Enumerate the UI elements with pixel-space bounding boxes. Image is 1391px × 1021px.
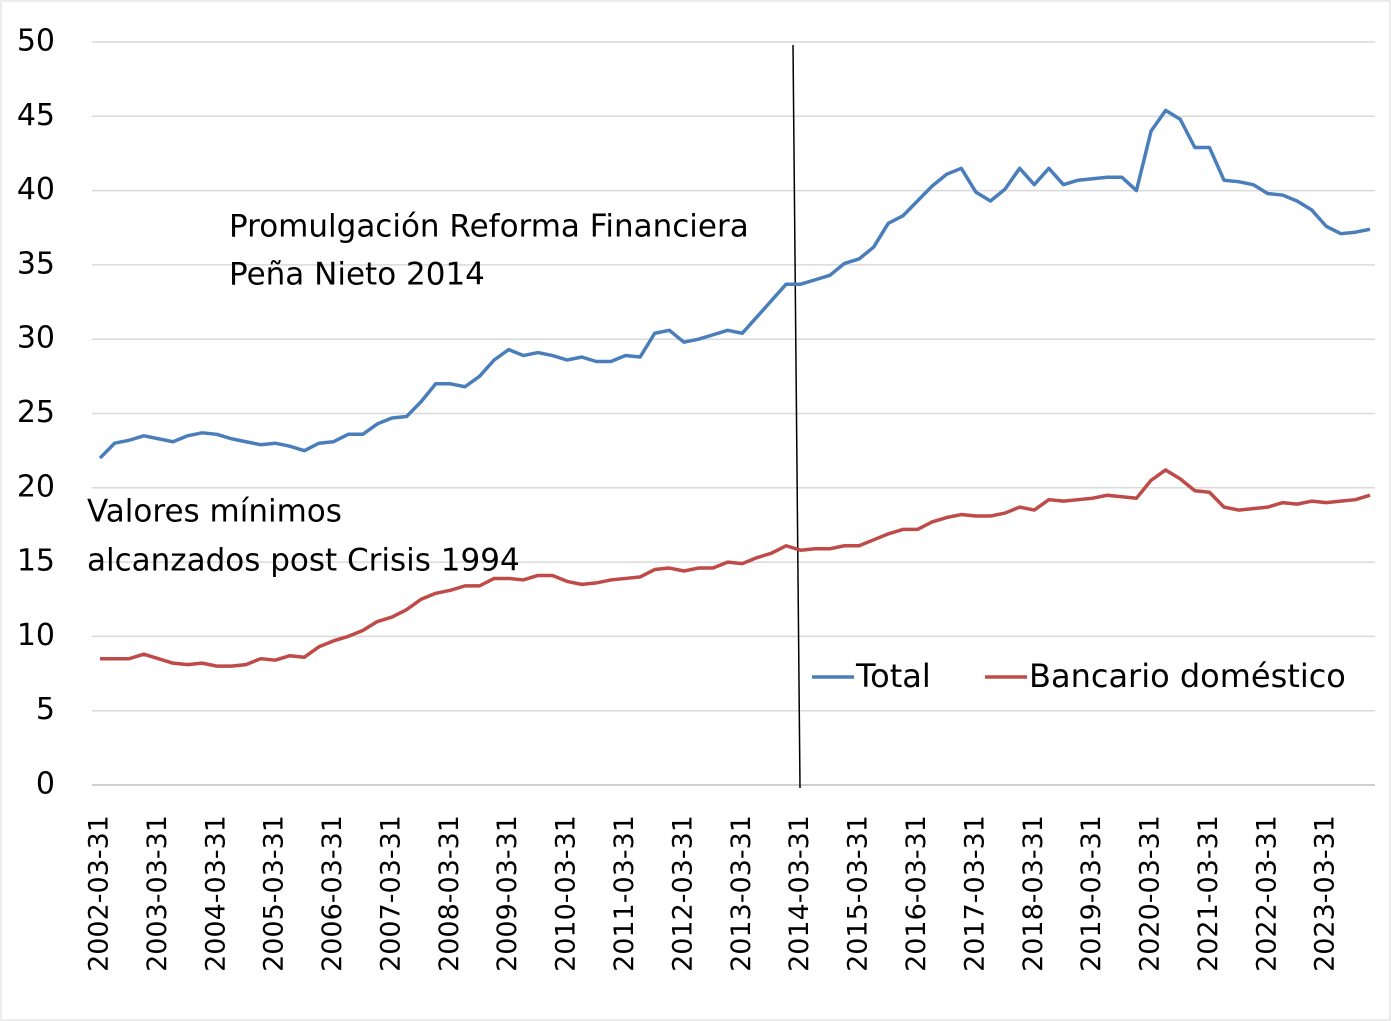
y-tick-label: 15 [17, 544, 55, 579]
y-tick-label: 5 [36, 692, 55, 727]
x-tick-label: 2015-03-31 [843, 815, 874, 972]
x-tick-label: 2006-03-31 [317, 815, 348, 972]
y-tick-label: 30 [17, 321, 55, 356]
x-tick-label: 2014-03-31 [784, 815, 815, 972]
y-tick-label: 35 [17, 246, 55, 281]
x-tick-label: 2019-03-31 [1076, 815, 1107, 972]
y-tick-label: 0 [36, 767, 55, 802]
legend-label: Total [855, 657, 931, 695]
annotation: Peña Nieto 2014 [229, 257, 485, 293]
legend-label: Bancario doméstico [1029, 657, 1346, 695]
line [100, 468, 1371, 668]
grid [92, 41, 1375, 786]
x-tick-label: 2016-03-31 [901, 815, 932, 972]
x-tick-label: 2004-03-31 [200, 815, 231, 972]
y-tick-label: 10 [17, 618, 55, 653]
x-tick-label: 2008-03-31 [434, 815, 465, 972]
x-tick-label: 2018-03-31 [1018, 815, 1049, 972]
x-tick-label: 2011-03-31 [609, 815, 640, 972]
x-tick-label: 2010-03-31 [551, 815, 582, 972]
x-tick-label: 2012-03-31 [667, 815, 698, 972]
x-tick-label: 2005-03-31 [259, 815, 290, 972]
line [98, 108, 1371, 460]
x-tick-label: 2009-03-31 [492, 815, 523, 972]
x-tick-label: 2003-03-31 [142, 815, 173, 972]
event-line [792, 44, 801, 789]
x-tick-label: 2007-03-31 [375, 815, 406, 972]
y-tick-label: 45 [17, 98, 55, 133]
y-tick-label: 20 [17, 469, 55, 504]
x-tick-label: 2002-03-31 [84, 815, 115, 972]
x-tick-label: 2021-03-31 [1193, 815, 1224, 972]
y-tick-label: 25 [17, 395, 55, 430]
y-tick-label: 50 [17, 24, 55, 59]
annotation: alcanzados post Crisis 1994 [87, 543, 520, 579]
x-tick-label: 2022-03-31 [1251, 815, 1282, 972]
x-tick-label: 2023-03-31 [1310, 815, 1341, 972]
y-tick-label: 40 [17, 172, 55, 207]
annotation: Valores mínimos [87, 494, 342, 530]
x-tick-label: 2017-03-31 [959, 815, 990, 972]
annotation: Promulgación Reforma Financiera [229, 209, 749, 245]
x-tick-label: 2013-03-31 [726, 815, 757, 972]
x-tick-label: 2020-03-31 [1135, 815, 1166, 972]
